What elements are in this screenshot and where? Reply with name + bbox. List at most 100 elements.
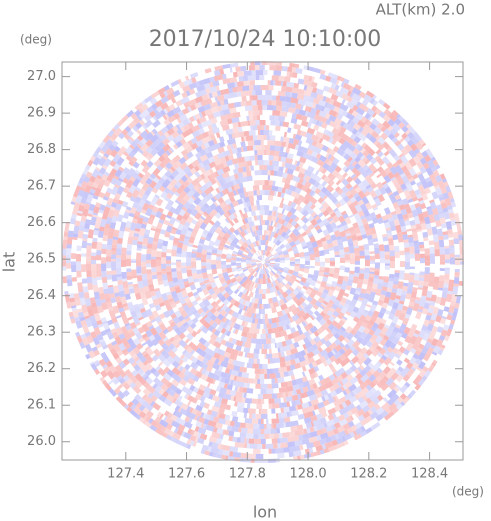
radar-cell	[284, 178, 292, 185]
radar-cell	[329, 299, 335, 304]
radar-cell	[305, 220, 312, 227]
radar-cell	[295, 299, 303, 307]
radar-cell	[241, 260, 247, 263]
radar-cell	[372, 310, 380, 318]
radar-cell	[387, 217, 394, 222]
radar-cell	[154, 287, 160, 292]
radar-cell	[276, 248, 282, 254]
radar-cell	[272, 221, 275, 227]
radar-cell	[257, 240, 260, 246]
radar-cell	[319, 261, 325, 267]
radar-cell	[330, 295, 338, 303]
radar-cell	[176, 261, 182, 268]
radar-cell	[259, 298, 263, 304]
radar-cell	[223, 145, 228, 152]
radar-cell	[205, 192, 214, 201]
radar-cell	[269, 115, 275, 121]
radar-cell	[141, 261, 147, 267]
radar-cell	[189, 305, 197, 313]
radar-cell	[248, 165, 251, 172]
radar-cell	[246, 216, 253, 223]
radar-cell	[183, 154, 190, 161]
radar-cell	[399, 294, 407, 302]
radar-cell	[363, 352, 370, 359]
radar-cell	[160, 257, 167, 264]
radar-cell	[290, 359, 296, 366]
radar-cell	[255, 130, 259, 136]
radar-cell	[304, 237, 311, 243]
radar-cell	[182, 304, 191, 313]
radar-cell	[369, 267, 375, 271]
radar-cell	[243, 310, 248, 317]
radar-cell	[257, 378, 261, 384]
radar-cell	[169, 321, 177, 328]
radar-cell	[186, 371, 196, 380]
radar-cell	[387, 325, 395, 332]
radar-cell	[137, 241, 143, 245]
radar-cell	[232, 190, 238, 196]
radar-cell	[107, 279, 113, 286]
radar-cell	[168, 308, 175, 316]
radar-cell	[252, 292, 256, 298]
radar-cell	[301, 223, 308, 230]
radar-cell	[296, 312, 302, 319]
radar-cell	[354, 156, 361, 163]
radar-cell	[282, 121, 290, 128]
radar-cell	[154, 358, 162, 365]
radar-cell	[236, 437, 241, 443]
radar-cell	[261, 145, 265, 151]
radar-cell	[398, 300, 405, 305]
radar-cell	[251, 307, 256, 314]
radar-cell	[320, 338, 327, 345]
radar-cell	[383, 206, 391, 215]
radar-cell	[282, 167, 286, 173]
radar-cell	[360, 169, 369, 178]
radar-cell	[269, 373, 276, 379]
radar-cell	[367, 296, 375, 303]
radar-cell	[293, 251, 299, 255]
radar-cell	[371, 340, 380, 349]
radar-cell	[229, 174, 236, 181]
radar-cell	[106, 256, 112, 262]
radar-cell	[206, 359, 215, 368]
radar-cell	[173, 333, 180, 341]
radar-cell	[299, 280, 305, 286]
radar-cell	[262, 263, 265, 269]
radar-cell	[311, 288, 318, 296]
radar-cell	[148, 217, 155, 222]
radar-cell	[158, 284, 165, 290]
radar-cell	[320, 186, 328, 194]
radar-cell	[319, 266, 325, 271]
radar-cell	[205, 365, 213, 373]
radar-cell	[303, 198, 311, 205]
radar-cell	[151, 264, 157, 268]
radar-cell	[260, 333, 266, 339]
radar-cell	[238, 442, 245, 449]
radar-cell	[231, 286, 238, 293]
radar-cell	[364, 202, 372, 208]
radar-cell	[336, 293, 344, 300]
radar-cell	[201, 232, 208, 239]
radar-cell	[396, 288, 403, 294]
radar-cell	[357, 240, 364, 244]
radar-cell	[158, 323, 167, 332]
radar-cell	[184, 221, 191, 227]
radar-cell	[352, 222, 359, 229]
radar-cell	[277, 207, 284, 214]
radar-cell	[287, 305, 294, 313]
radar-cell	[126, 271, 132, 276]
radar-cell	[287, 344, 292, 351]
radar-cell	[239, 239, 245, 244]
radar-cell	[299, 304, 305, 310]
radar-cell	[350, 188, 358, 196]
radar-cell	[294, 192, 301, 199]
radar-cell	[324, 285, 331, 291]
radar-cell	[144, 188, 152, 197]
radar-cell	[206, 231, 214, 239]
radar-cell	[132, 301, 138, 306]
radar-cell	[146, 248, 152, 255]
radar-cell	[267, 373, 270, 379]
radar-cell	[257, 160, 264, 166]
radar-cell	[311, 314, 316, 320]
radar-cell	[304, 341, 313, 349]
